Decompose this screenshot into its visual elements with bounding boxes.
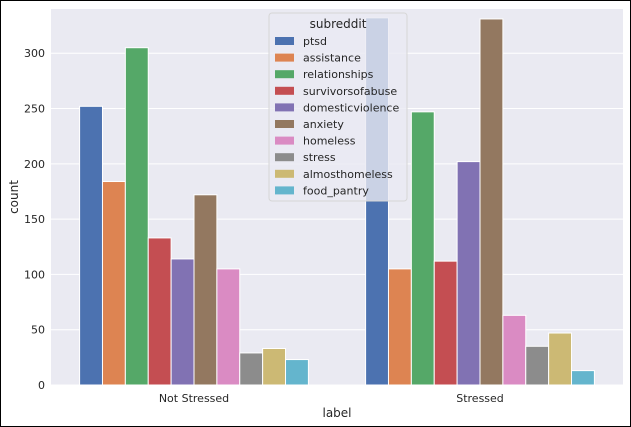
y-axis-ticks: 0 50 100 150 200 250 300 (24, 47, 45, 392)
legend-swatch-assistance (275, 53, 294, 62)
legend-swatch-almosthomeless (275, 169, 294, 178)
bar-survivorsofabuse-0 (147, 237, 172, 386)
bar-relationships-1 (410, 111, 435, 386)
y-tick-label: 300 (24, 47, 45, 60)
legend-label-almosthomeless: almosthomeless (303, 168, 393, 181)
legend-swatch-homeless (275, 136, 294, 145)
legend-label-assistance: assistance (303, 52, 361, 65)
legend-label-food_pantry: food_pantry (303, 184, 369, 197)
legend-swatch-domesticviolence (275, 103, 294, 112)
x-axis-label: label (322, 406, 351, 420)
bar-survivorsofabuse-1 (433, 260, 458, 386)
y-axis-label: count (7, 180, 21, 214)
x-axis-ticks: Not Stressed Stressed (159, 392, 504, 405)
legend-label-domesticviolence: domesticviolence (303, 101, 399, 114)
legend-label-ptsd: ptsd (303, 35, 327, 48)
bar-almosthomeless-0 (262, 348, 287, 386)
x-tick-label: Stressed (456, 392, 504, 405)
legend-label-survivorsofabuse: survivorsofabuse (303, 85, 397, 98)
bar-anxiety-0 (193, 194, 218, 386)
legend-swatch-survivorsofabuse (275, 86, 294, 95)
bar-almosthomeless-1 (548, 332, 573, 386)
legend-swatch-anxiety (275, 120, 294, 128)
legend-swatch-ptsd (275, 37, 294, 45)
bar-food_pantry-1 (571, 370, 595, 386)
legend-swatch-stress (275, 153, 294, 162)
bar-ptsd-0 (79, 105, 103, 386)
bar-relationships-0 (124, 47, 149, 386)
x-tick-label: Not Stressed (159, 392, 229, 405)
legend-label-stress: stress (303, 151, 336, 164)
legend-label-anxiety: anxiety (303, 118, 344, 131)
bar-assistance-0 (101, 181, 126, 386)
legend-title: subreddit (310, 17, 367, 31)
bar-domesticviolence-1 (456, 161, 481, 386)
bar-stress-1 (525, 345, 550, 386)
legend-swatch-relationships (275, 70, 294, 79)
y-tick-label: 250 (24, 103, 45, 116)
legend-label-relationships: relationships (303, 68, 374, 81)
bar-assistance-1 (387, 268, 412, 386)
y-tick-label: 0 (38, 379, 45, 392)
y-tick-label: 100 (24, 268, 45, 281)
legend-swatch-food_pantry (275, 186, 294, 195)
bar-homeless-1 (502, 314, 527, 386)
y-tick-label: 50 (31, 324, 45, 337)
bar-domesticviolence-0 (170, 258, 195, 386)
bar-stress-0 (239, 352, 264, 386)
legend-label-homeless: homeless (303, 135, 356, 148)
legend-box (268, 12, 408, 202)
legend: subreddit ptsd assistance relationships sur… (268, 12, 408, 202)
y-tick-label: 200 (24, 158, 45, 171)
y-tick-label: 150 (24, 213, 45, 226)
bar-anxiety-1 (479, 18, 504, 386)
bar-food_pantry-0 (285, 359, 309, 386)
bar-homeless-0 (216, 268, 241, 386)
